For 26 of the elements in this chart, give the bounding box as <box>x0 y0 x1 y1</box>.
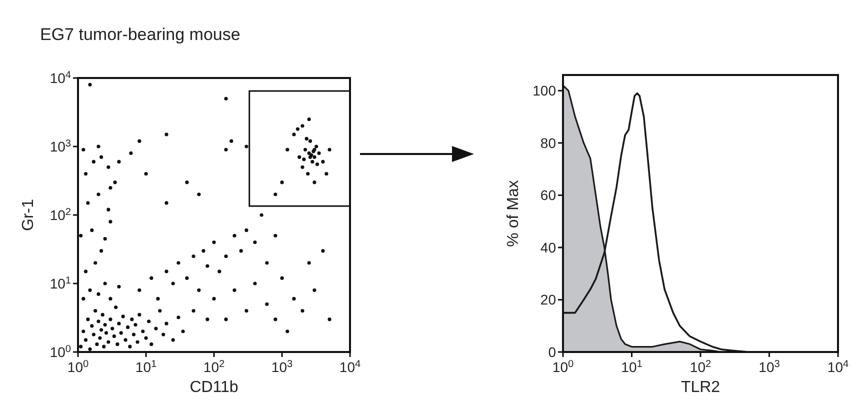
y-tick-label: 10$^{0}$ <box>50 344 72 360</box>
y-tick-label: 80 <box>540 134 556 151</box>
x-axis-title: CD11b <box>190 379 238 396</box>
x-tick-label: 10$^{2}$ <box>203 358 225 375</box>
y-tick-label: 10$^{4}$ <box>50 70 72 86</box>
y-axis-title: % of Max <box>505 180 522 247</box>
y-tick-label: 10$^{1}$ <box>50 275 72 292</box>
y-tick-label: 20 <box>540 292 556 308</box>
y-tick-label: 10$^{2}$ <box>50 206 72 223</box>
x-axis-title: TLR2 <box>680 379 720 396</box>
chart-title: EG7 tumor-bearing mouse <box>40 25 240 44</box>
y-tick-label: 60 <box>540 187 556 204</box>
x-tick-label: 10$^{3}$ <box>758 358 780 375</box>
x-tick-label: 10$^{0}$ <box>552 358 574 375</box>
x-tick-label: 10$^{4}$ <box>827 358 849 375</box>
x-tick-label: 10$^{1}$ <box>621 358 643 375</box>
y-tick-label: 100 <box>532 82 556 99</box>
y-axis-title: Gr-1 <box>20 198 37 231</box>
x-tick-label: 10$^{3}$ <box>271 358 293 375</box>
y-tick-label: 40 <box>540 239 556 256</box>
y-tick-label: 0 <box>548 344 556 360</box>
y-tick-label: 10$^{3}$ <box>50 138 72 154</box>
x-tick-label: 10$^{1}$ <box>135 358 157 375</box>
x-tick-label: 10$^{4}$ <box>339 358 361 375</box>
x-tick-label: 10$^{0}$ <box>67 358 89 375</box>
x-tick-label: 10$^{2}$ <box>690 358 712 375</box>
